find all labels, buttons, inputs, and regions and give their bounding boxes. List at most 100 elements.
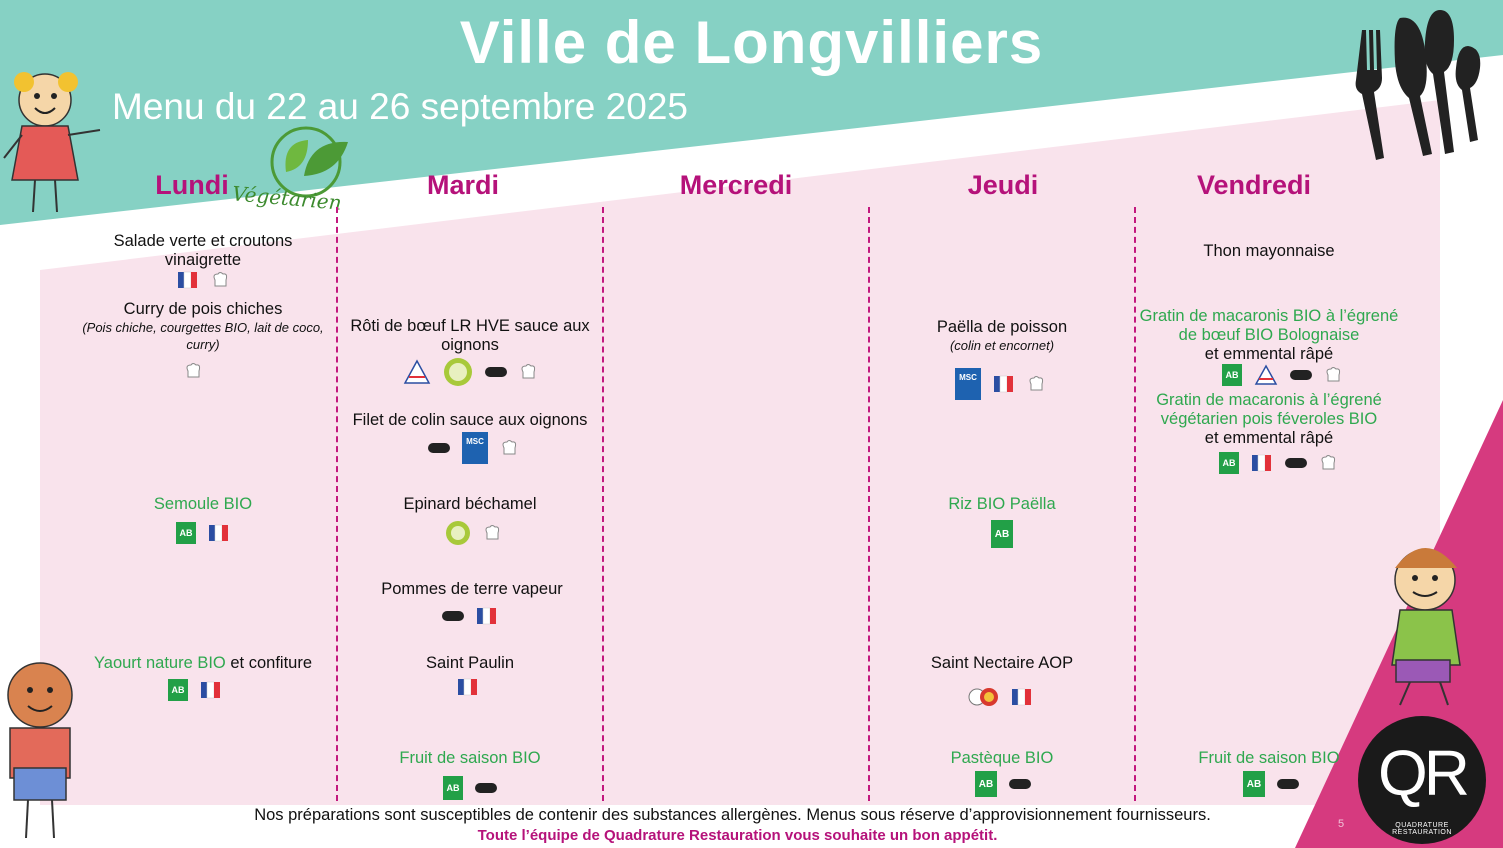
france-origin-icon	[1011, 687, 1033, 712]
mardi-side2: Pommes de terre vapeur	[381, 580, 563, 598]
svg-text:AB: AB	[1247, 779, 1261, 790]
mardi-side1: Epinard béchamel	[403, 495, 537, 513]
footer-greeting: Toute l’équipe de Quadrature Restauratio…	[477, 827, 998, 844]
footer-allergen-notice: Nos préparations sont susceptibles de co…	[254, 806, 1211, 824]
vendredi-main2: Gratin de macaronis à l’égrené végétarie…	[1134, 391, 1404, 448]
svg-text:AB: AB	[979, 779, 993, 790]
svg-text:AB: AB	[447, 783, 460, 793]
ab-organic-icon: AB	[975, 771, 997, 802]
svg-text:MSC: MSC	[466, 437, 484, 446]
vendredi-main2-bio: Gratin de macaronis à l’égrené végétarie…	[1156, 391, 1382, 428]
hve-label-icon	[443, 357, 473, 392]
lundi-starter: Salade verte et croutons vinaigrette	[78, 232, 328, 270]
page-subtitle: Menu du 22 au 26 septembre 2025	[112, 86, 688, 127]
lundi-side: Semoule BIO	[153, 495, 253, 513]
quadrature-logo-name: QUADRATURE RESTAURATION	[1392, 822, 1452, 836]
page-title: Ville de Longvilliers	[459, 9, 1044, 76]
girl-right-illustration	[1391, 548, 1461, 706]
ab-organic-icon: AB	[991, 520, 1013, 553]
fait-maison-icon	[1277, 777, 1299, 796]
vendredi-main1-rest: et emmental râpé	[1204, 345, 1334, 363]
cutlery-icon	[1355, 10, 1481, 160]
ab-organic-icon: AB	[443, 776, 463, 805]
day-header-jeudi: Jeudi	[967, 170, 1039, 200]
lundi-starter-line1: Salade verte et croutons	[113, 232, 293, 250]
ab-organic-icon: AB	[176, 522, 196, 549]
column-divider	[336, 207, 338, 801]
vendredi-dessert-icons: AB	[1226, 771, 1316, 802]
mardi-main1: Rôti de bœuf LR HVE sauce aux oignons	[350, 317, 590, 354]
quadrature-logo-letters: QR	[1378, 737, 1470, 809]
svg-text:AB: AB	[995, 529, 1009, 540]
vendredi-main1-icons: AB	[1212, 364, 1352, 391]
lundi-dairy: Yaourt nature BIO et confiture	[66, 654, 340, 673]
mardi-dessert: Fruit de saison BIO	[399, 749, 541, 767]
fait-maison-icon	[428, 441, 450, 460]
teal-band	[0, 0, 1503, 225]
column-divider	[1134, 207, 1136, 801]
ab-organic-icon: AB	[168, 679, 188, 706]
lundi-dairy-bio: Yaourt nature BIO	[94, 654, 226, 672]
france-origin-icon	[476, 606, 498, 631]
vendredi-main1-bio: Gratin de macaronis BIO à l’égrené de bœ…	[1139, 307, 1399, 344]
jeudi-main: Paëlla de poisson (colin et encornet)	[872, 318, 1132, 354]
france-origin-icon	[208, 523, 230, 548]
girl-illustration	[3, 72, 101, 213]
jeudi-dairy: Saint Nectaire AOP	[930, 654, 1074, 672]
fait-maison-icon	[475, 781, 497, 800]
mardi-main2-icons: MSC	[418, 432, 528, 469]
day-header-mercredi: Mercredi	[679, 170, 793, 200]
svg-text:AB: AB	[1223, 458, 1236, 468]
chef-hat-icon	[1324, 366, 1342, 389]
mardi-dairy: Saint Paulin	[425, 654, 515, 672]
fait-maison-icon	[485, 365, 507, 384]
vendredi-dessert: Fruit de saison BIO	[1198, 749, 1340, 767]
lundi-side-icons: AB	[163, 522, 243, 549]
chef-hat-icon	[184, 362, 202, 385]
boy-illustration	[7, 662, 73, 839]
page-number: 5	[1338, 818, 1345, 830]
quadrature-logo	[1358, 716, 1486, 844]
hve-label-icon	[445, 520, 471, 551]
lundi-starter-line2: vinaigrette	[164, 251, 242, 269]
chef-hat-icon	[519, 363, 537, 386]
jeudi-dessert-icons: AB	[958, 771, 1048, 802]
fait-maison-icon	[1009, 777, 1031, 796]
svg-text:AB: AB	[172, 685, 185, 695]
day-header-vendredi: Vendredi	[1196, 170, 1312, 200]
france-origin-icon	[177, 270, 199, 295]
chef-hat-icon	[1319, 454, 1337, 477]
aop-label-icon	[967, 686, 999, 713]
fait-maison-icon	[1285, 456, 1307, 475]
jeudi-dessert: Pastèque BIO	[950, 749, 1054, 767]
vegetarian-leaf-icon	[270, 126, 348, 198]
vendredi-starter: Thon mayonnaise	[1203, 242, 1335, 260]
lundi-main: Curry de pois chiches (Pois chiche, cour…	[78, 300, 328, 353]
lundi-starter-icons	[163, 270, 243, 295]
bleu-blanc-coeur-icon	[403, 359, 431, 390]
bleu-blanc-coeur-icon	[1254, 364, 1278, 391]
france-origin-icon	[993, 374, 1015, 399]
mardi-dairy-icons	[440, 677, 496, 702]
jeudi-main-detail: (colin et encornet)	[949, 338, 1055, 353]
mardi-main1-icons	[395, 357, 545, 392]
jeudi-side: Riz BIO Paëlla	[948, 495, 1056, 513]
france-origin-icon	[200, 680, 222, 705]
jeudi-dairy-icons	[950, 686, 1050, 713]
mardi-side1-icons	[428, 520, 518, 551]
vendredi-main1: Gratin de macaronis BIO à l’égrené de bœ…	[1134, 307, 1404, 364]
svg-text:AB: AB	[180, 528, 193, 538]
jeudi-main-icons: MSC	[940, 368, 1060, 405]
mardi-main2: Filet de colin sauce aux oignons	[352, 411, 588, 429]
lundi-main-title: Curry de pois chiches	[123, 300, 283, 318]
day-header-lundi: Lundi	[155, 170, 229, 200]
pink-panel	[40, 100, 1440, 805]
ab-organic-icon: AB	[1243, 771, 1265, 802]
jeudi-main-title: Paëlla de poisson	[936, 318, 1068, 336]
lundi-dairy-rest: et confiture	[225, 654, 312, 672]
column-divider	[868, 207, 870, 801]
chef-hat-icon	[211, 271, 229, 294]
lundi-main-detail: (Pois chiche, courgettes BIO, lait de co…	[82, 320, 324, 352]
svg-text:MSC: MSC	[959, 373, 977, 382]
